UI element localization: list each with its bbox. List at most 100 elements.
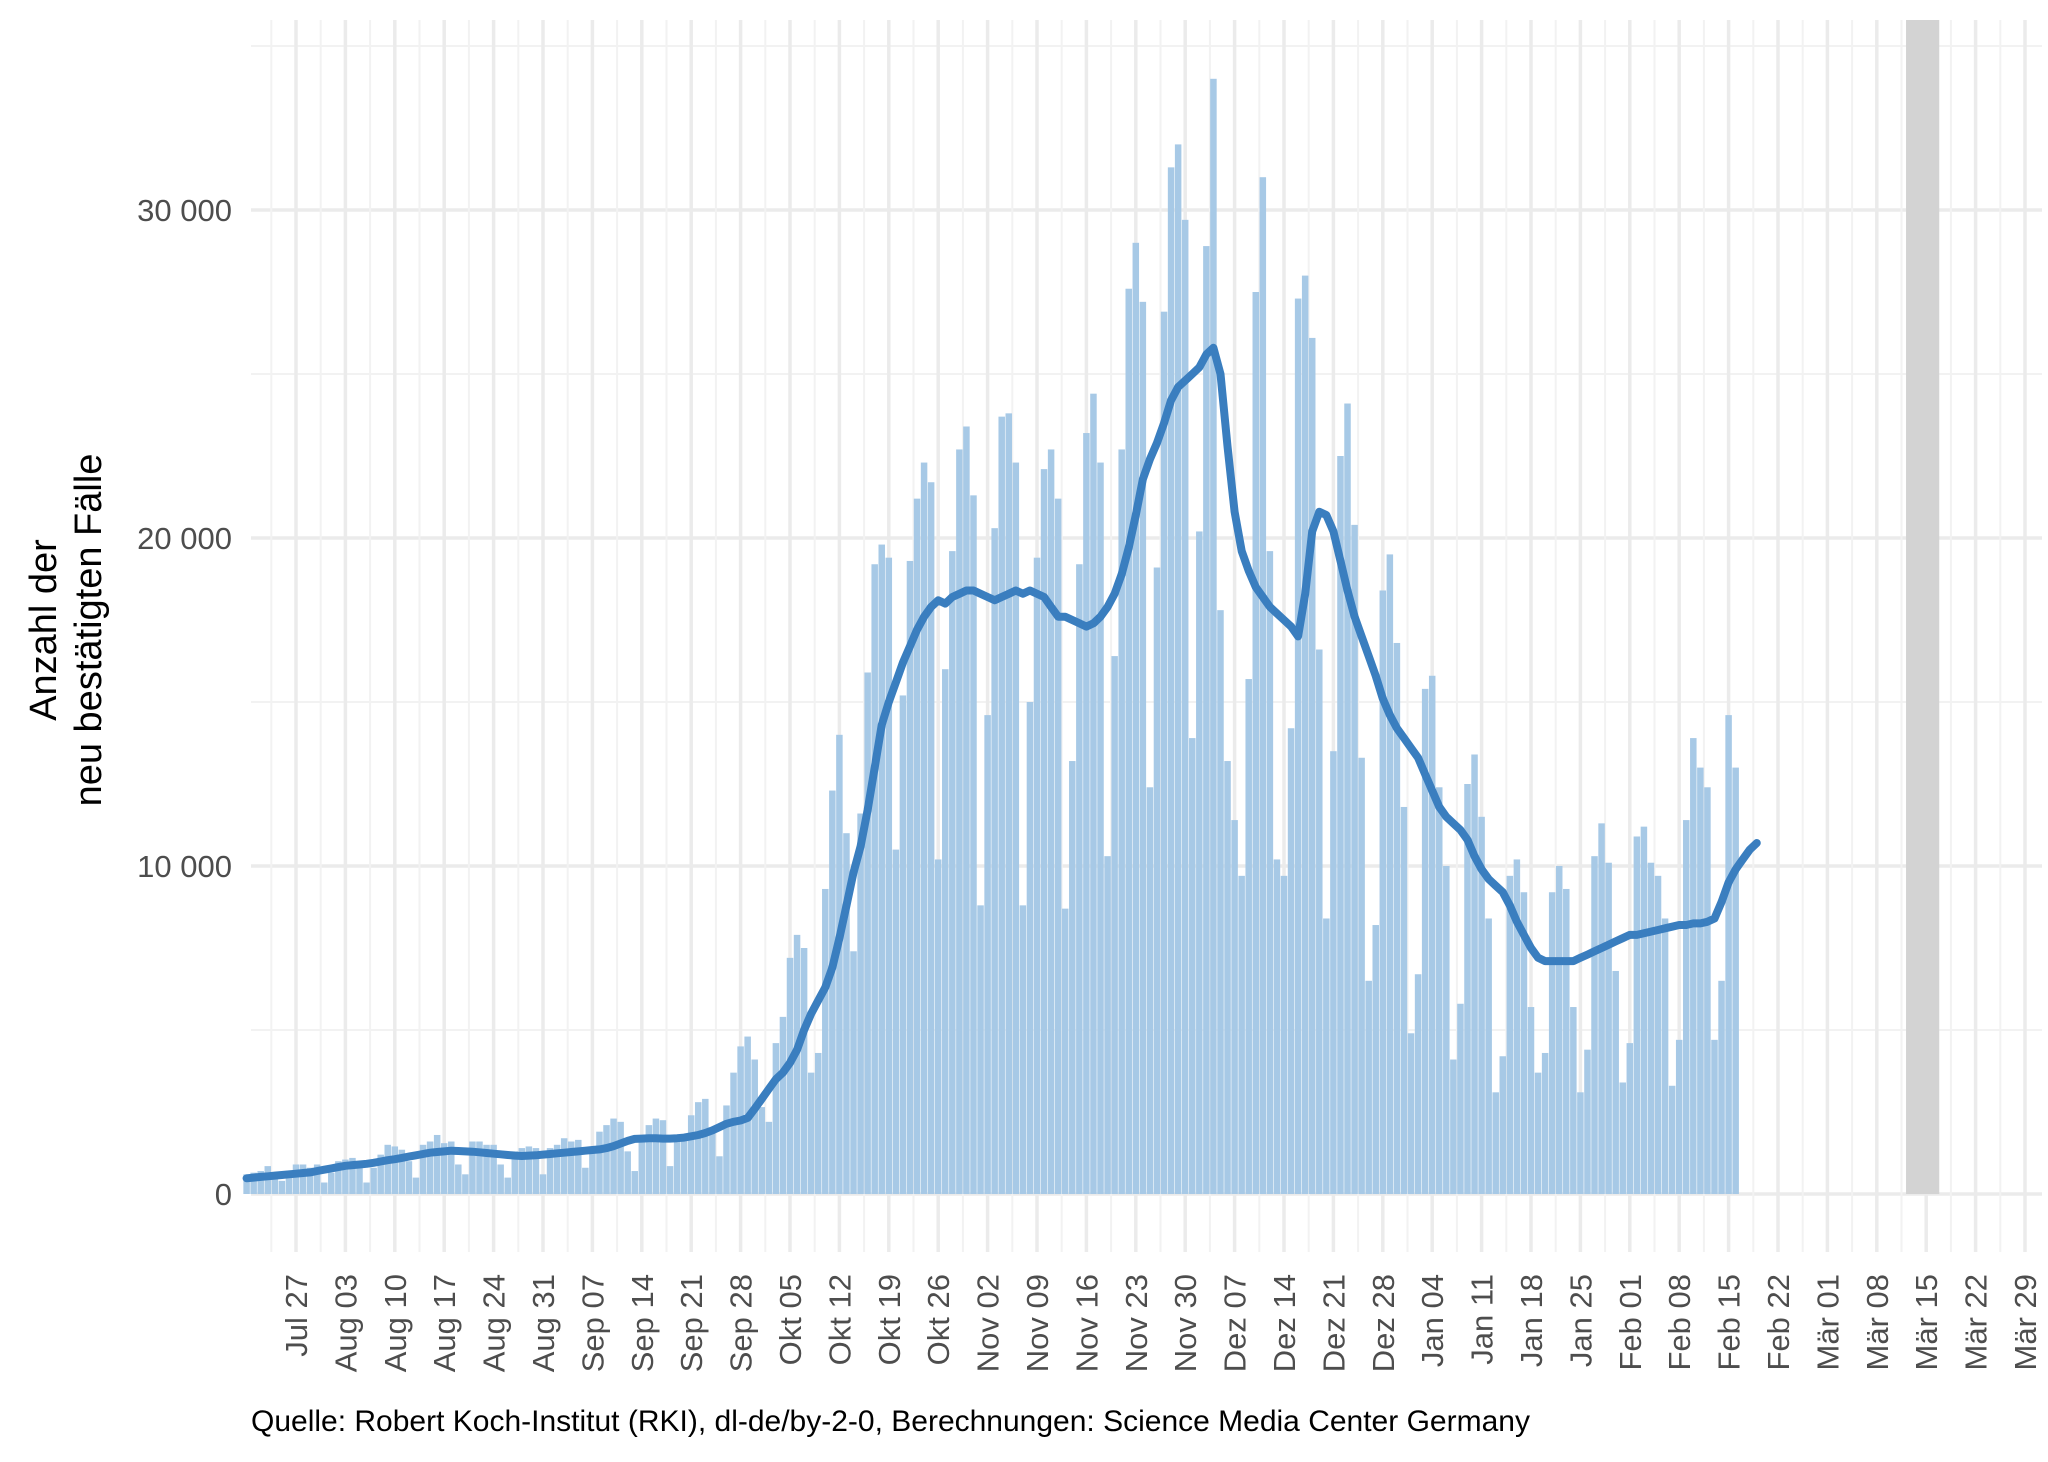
case-bar (299, 1164, 307, 1194)
x-tick-label: Feb 08 (1662, 1274, 1697, 1371)
case-bar (1563, 888, 1570, 1194)
case-bar (553, 1144, 561, 1194)
case-bar (1541, 1052, 1549, 1194)
case-bar (1464, 784, 1471, 1194)
case-bar (1005, 413, 1013, 1194)
x-tick-label: Dez 14 (1267, 1274, 1302, 1372)
case-bar (497, 1164, 504, 1194)
case-bar (765, 1121, 773, 1194)
case-bar (942, 669, 949, 1194)
case-bar (1407, 1033, 1415, 1194)
case-bar (1683, 820, 1690, 1194)
x-tick-label: Sep 21 (674, 1274, 709, 1372)
case-bar (539, 1174, 547, 1194)
y-tick-label: 20 000 (137, 521, 232, 556)
x-tick-label: Jan 25 (1563, 1274, 1598, 1367)
case-bar (370, 1167, 377, 1194)
case-bar (1690, 738, 1697, 1194)
case-bar (1436, 787, 1443, 1194)
case-bar (1393, 642, 1401, 1194)
case-bar (377, 1154, 384, 1194)
case-bar (504, 1177, 511, 1194)
case-bar (1196, 531, 1203, 1194)
case-bar (1118, 449, 1125, 1194)
case-bar (349, 1157, 356, 1194)
case-bar (1555, 866, 1563, 1194)
case-bar (1167, 167, 1175, 1195)
case-bar (1499, 1056, 1507, 1194)
case-bar (730, 1072, 737, 1194)
case-bar (1351, 524, 1358, 1194)
case-bar (320, 1182, 328, 1194)
x-tick-label: Okt 26 (921, 1274, 956, 1365)
case-bar (1337, 456, 1344, 1194)
y-axis-title-line-2: neu bestätigten Fälle (68, 454, 110, 807)
case-bar (1040, 469, 1048, 1194)
case-bar (673, 1138, 681, 1194)
case-bar (525, 1146, 533, 1194)
case-bar (1718, 980, 1725, 1194)
x-tick-label: Aug 03 (328, 1274, 363, 1372)
case-bar (1704, 787, 1711, 1194)
source-caption: Quelle: Robert Koch-Institut (RKI), dl-d… (251, 1405, 1530, 1438)
x-tick-label: Aug 10 (378, 1274, 413, 1372)
case-bar (1245, 679, 1252, 1194)
incomplete-data-band (1906, 20, 1940, 1194)
case-bar (949, 551, 956, 1194)
case-bar (1654, 875, 1662, 1194)
case-bar (1160, 311, 1168, 1194)
case-bar (1400, 806, 1408, 1194)
case-bar (1520, 892, 1528, 1194)
case-bar (1181, 219, 1189, 1195)
case-bar (800, 948, 808, 1194)
case-bar (1527, 1007, 1535, 1194)
case-bar (1485, 918, 1492, 1194)
case-bar (1047, 449, 1055, 1194)
case-bar (476, 1141, 483, 1194)
x-tick-label: Nov 02 (971, 1274, 1006, 1372)
case-bar (1626, 1043, 1634, 1194)
case-bar (1570, 1007, 1577, 1194)
case-bar (1294, 298, 1302, 1194)
case-bar (1711, 1039, 1718, 1194)
case-bar (1323, 918, 1330, 1194)
case-bar (306, 1167, 314, 1194)
case-bar (433, 1134, 441, 1194)
case-bar (1584, 1049, 1591, 1194)
case-bar (1252, 292, 1260, 1194)
case-bar (659, 1120, 667, 1194)
case-bar (1139, 301, 1147, 1195)
case-bar (1471, 754, 1478, 1194)
case-bar (624, 1151, 631, 1194)
grid-lines (251, 20, 2042, 1252)
case-bar (843, 833, 850, 1194)
case-bar (1033, 557, 1041, 1194)
daily-case-bars (243, 78, 1739, 1195)
case-bar (1083, 433, 1090, 1194)
case-bar (970, 495, 977, 1194)
case-bar (1280, 875, 1288, 1194)
case-bar (723, 1105, 730, 1194)
case-bar (1217, 610, 1224, 1194)
case-bar (342, 1159, 349, 1194)
x-tick-label: Mär 01 (1810, 1274, 1845, 1370)
x-tick-label: Nov 23 (1119, 1274, 1154, 1372)
case-bar (617, 1121, 624, 1194)
x-tick-label: Mär 29 (2008, 1274, 2043, 1370)
case-bar (1577, 1092, 1584, 1194)
x-tick-label: Nov 16 (1069, 1274, 1104, 1372)
case-bar (1450, 1059, 1457, 1194)
case-bar (1365, 980, 1372, 1194)
case-bar (850, 951, 857, 1194)
case-bar (1506, 875, 1514, 1194)
case-bar (518, 1148, 526, 1194)
case-bar (1548, 892, 1556, 1194)
case-bar (702, 1098, 709, 1194)
x-tick-label: Aug 31 (526, 1274, 561, 1372)
case-bar (716, 1156, 723, 1194)
x-tick-label: Sep 07 (575, 1274, 610, 1372)
x-axis-tick-labels: Jul 27 Aug 03 Aug 10 Aug 17 Aug 24 Aug 31 Sep … (279, 1274, 2043, 1372)
case-bar (638, 1134, 646, 1194)
case-bar (687, 1115, 695, 1194)
